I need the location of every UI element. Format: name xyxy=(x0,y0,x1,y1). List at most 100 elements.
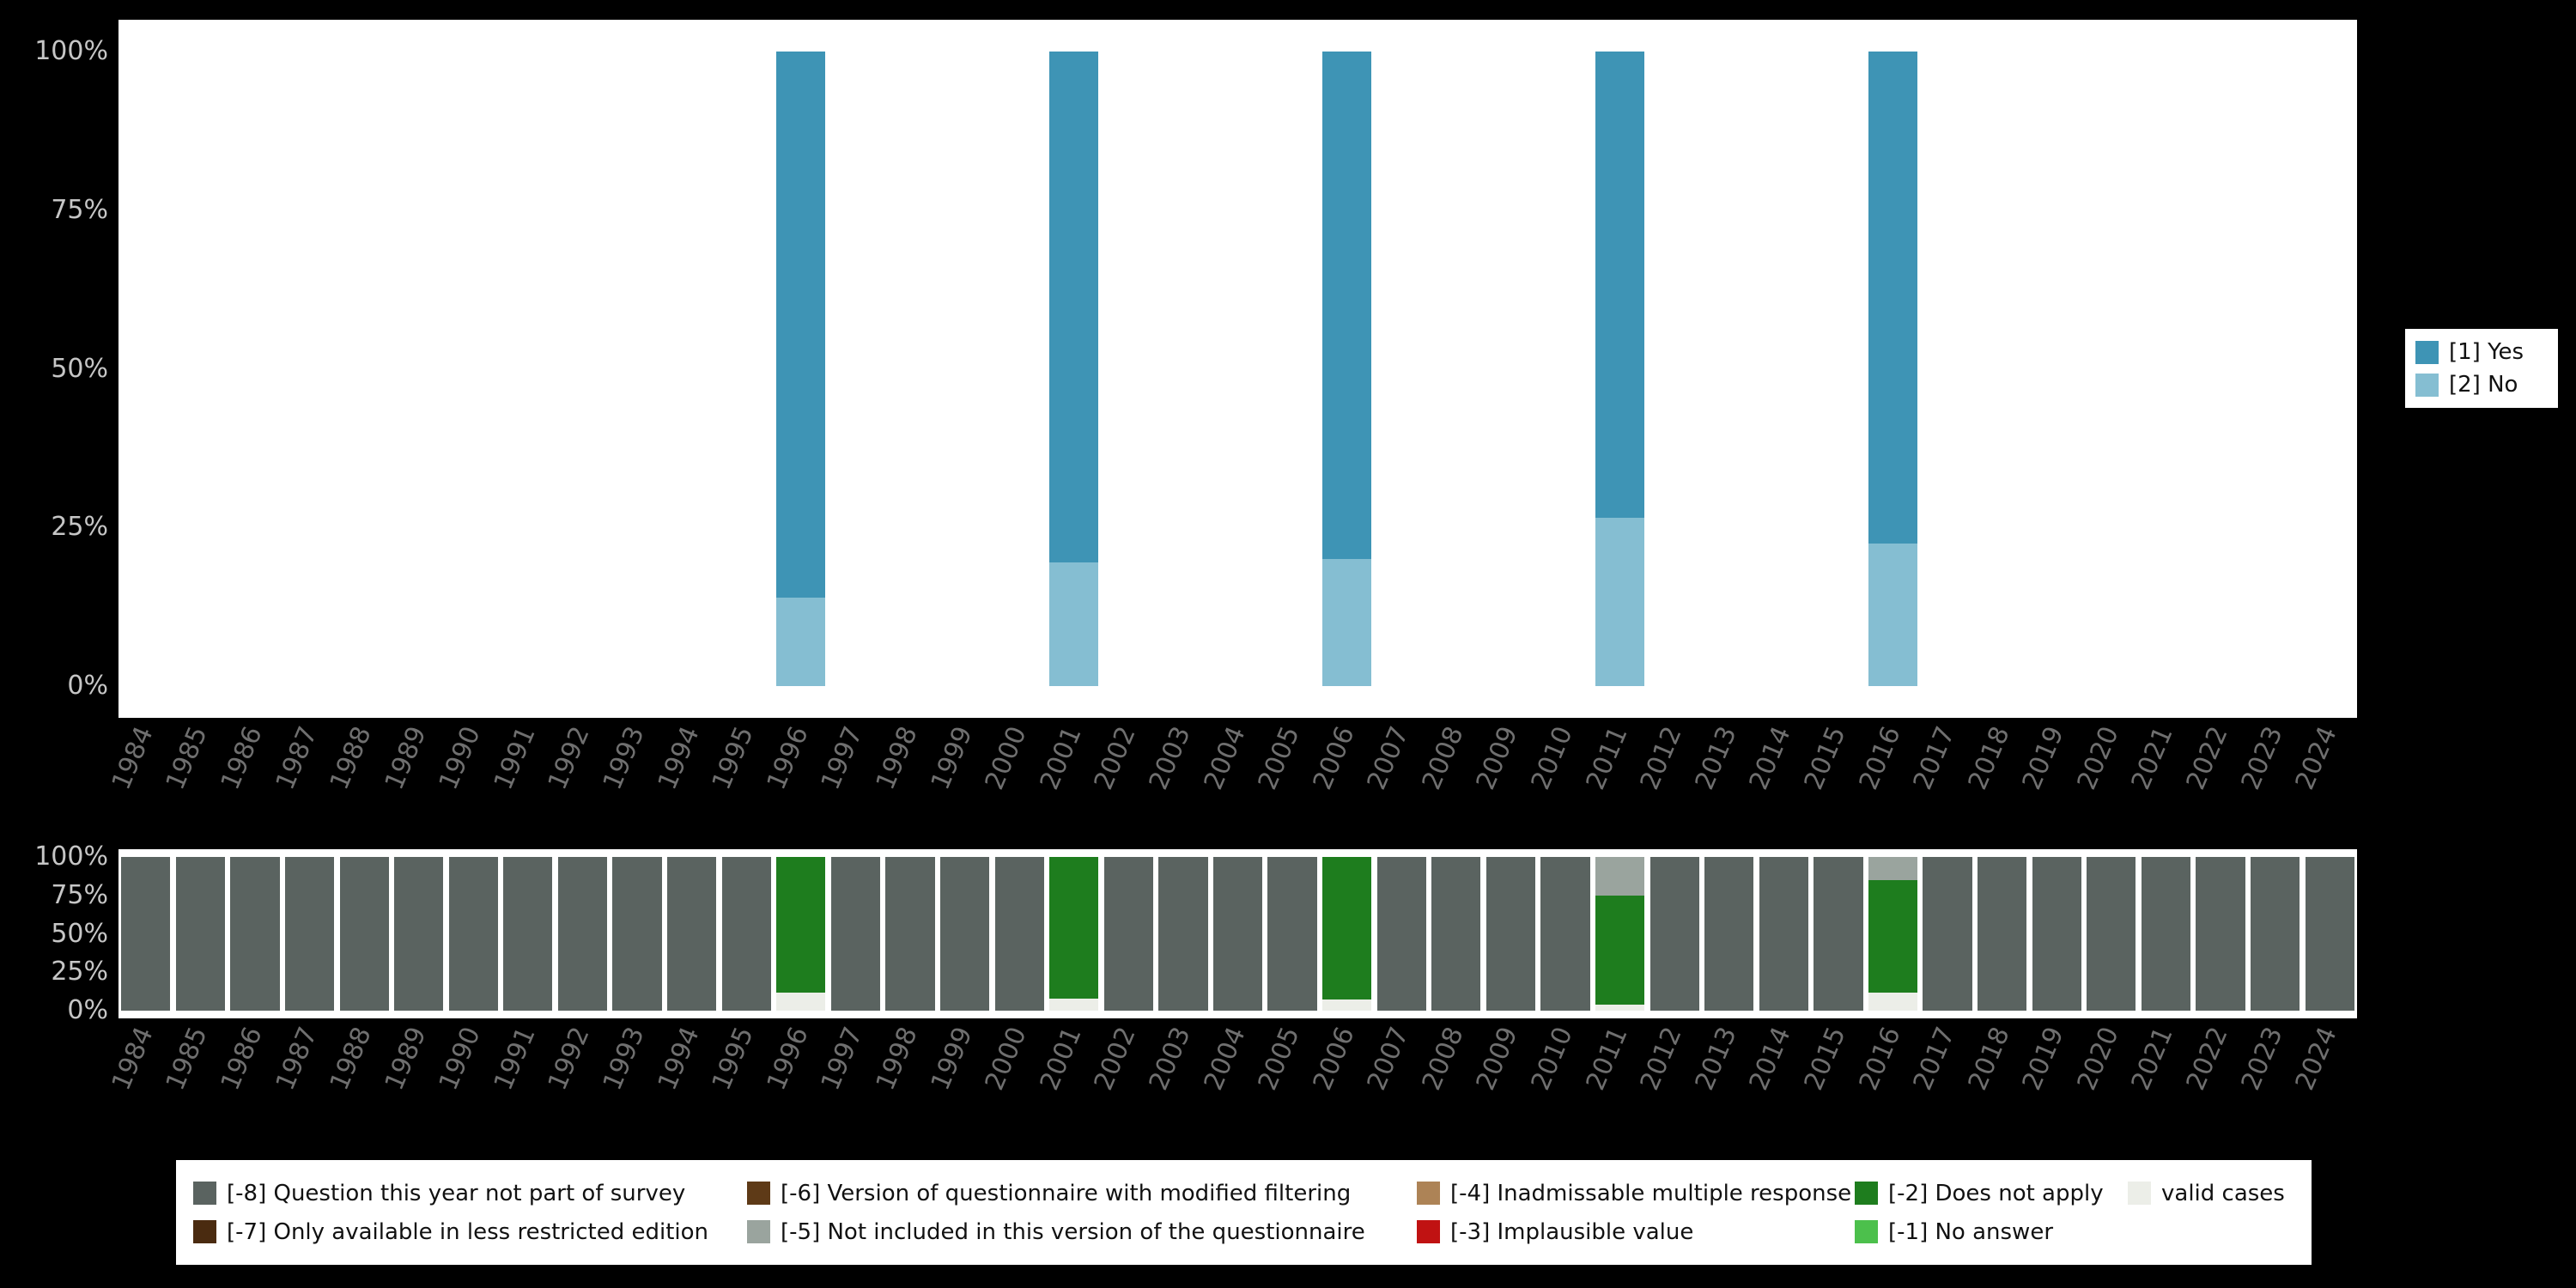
y-tick-label: 50% xyxy=(51,353,108,384)
y-tick-label: 0% xyxy=(67,671,108,701)
legend-item: [-7] Only available in less restricted e… xyxy=(193,1219,747,1245)
bar-segment xyxy=(230,857,280,1011)
bar-segment xyxy=(557,857,608,1011)
bar-segment xyxy=(1485,857,1536,1011)
bar-segment xyxy=(1431,857,1481,1011)
bar-segment xyxy=(1978,857,2027,1011)
bar-segment xyxy=(1322,857,1372,1000)
legend-label: valid cases xyxy=(2161,1180,2285,1206)
bar-segment xyxy=(721,857,771,1011)
legend-label: [-6] Version of questionnaire with modif… xyxy=(781,1180,1352,1206)
legend-swatch xyxy=(747,1220,770,1243)
legend-label: [-4] Inadmissable multiple response xyxy=(1450,1180,1852,1206)
legend-swatch xyxy=(193,1182,216,1205)
bar-segment xyxy=(1868,52,1918,544)
bar-segment xyxy=(448,857,498,1011)
bar-segment xyxy=(1158,857,1208,1011)
legend-swatch xyxy=(2128,1182,2151,1205)
bar-segment xyxy=(1868,857,1918,880)
y-tick-label: 25% xyxy=(51,512,108,543)
bar-segment xyxy=(667,857,717,1011)
legend-label: [-3] Implausible value xyxy=(1450,1218,1694,1245)
bar-segment xyxy=(2087,857,2136,1011)
bar-segment xyxy=(994,857,1044,1011)
bar-segment xyxy=(2251,857,2300,1011)
bar-segment xyxy=(1868,992,1918,1011)
bar-segment xyxy=(1322,52,1372,560)
bar-segment xyxy=(394,857,444,1011)
missing-codes-legend: [-8] Question this year not part of surv… xyxy=(176,1160,2312,1265)
bar-segment xyxy=(1540,857,1590,1011)
bar-segment xyxy=(2032,857,2081,1011)
legend-item: [-1] No answer xyxy=(1855,1219,2128,1245)
bar-segment xyxy=(1595,857,1645,896)
y-tick-label: 25% xyxy=(51,957,108,987)
bar-segment xyxy=(1704,857,1754,1011)
legend-swatch xyxy=(1417,1182,1440,1205)
y-tick-label: 75% xyxy=(51,879,108,910)
bar-segment xyxy=(776,857,826,993)
y-tick-label: 75% xyxy=(51,194,108,225)
bar-segment xyxy=(1595,1004,1645,1011)
legend-item: [-4] Inadmissable multiple response xyxy=(1417,1181,1855,1206)
bar-segment xyxy=(1049,998,1099,1011)
bar-segment xyxy=(503,857,553,1011)
bar-segment xyxy=(1049,562,1099,686)
y-tick-label: 50% xyxy=(51,918,108,949)
bar-segment xyxy=(885,857,935,1011)
bar-segment xyxy=(776,597,826,686)
legend-label: [-2] Does not apply xyxy=(1888,1180,2104,1206)
legend-swatch xyxy=(2415,373,2439,397)
bar-segment xyxy=(1267,857,1317,1011)
legend-item: [-5] Not included in this version of the… xyxy=(747,1219,1417,1245)
legend-item: [-3] Implausible value xyxy=(1417,1219,1855,1245)
bar-segment xyxy=(1868,543,1918,686)
bar-segment xyxy=(339,857,389,1011)
y-tick-label: 100% xyxy=(34,36,108,66)
response-legend: [1] Yes [2] No xyxy=(2405,329,2558,408)
bar-segment xyxy=(2305,857,2354,1011)
legend-swatch xyxy=(193,1220,216,1243)
legend-label: [-5] Not included in this version of the… xyxy=(781,1218,1365,1245)
legend-label: [-1] No answer xyxy=(1888,1218,2054,1245)
bar-segment xyxy=(2141,857,2191,1011)
bar-segment xyxy=(1595,52,1645,519)
legend-label: [-8] Question this year not part of surv… xyxy=(227,1180,686,1206)
legend-swatch xyxy=(1855,1220,1878,1243)
bar-segment xyxy=(776,992,826,1011)
legend-swatch xyxy=(1855,1182,1878,1205)
bar-segment xyxy=(1923,857,1972,1011)
legend-swatch xyxy=(2415,340,2439,364)
bar-segment xyxy=(2196,857,2245,1011)
bar-segment xyxy=(1212,857,1263,1011)
legend-item: [2] No xyxy=(2415,372,2558,398)
y-tick-label: 0% xyxy=(67,995,108,1025)
legend-label: [-7] Only available in less restricted e… xyxy=(227,1218,709,1245)
bar-segment xyxy=(121,857,171,1011)
bar-segment xyxy=(776,52,826,598)
bar-segment xyxy=(612,857,662,1011)
y-tick-label: 100% xyxy=(34,841,108,872)
legend-label: [2] No xyxy=(2449,372,2518,398)
bar-segment xyxy=(1322,999,1372,1011)
bar-segment xyxy=(1595,518,1645,686)
bar-segment xyxy=(1376,857,1426,1011)
legend-item: [-8] Question this year not part of surv… xyxy=(193,1181,747,1206)
bar-segment xyxy=(175,857,225,1011)
legend-item: valid cases xyxy=(2128,1181,2294,1206)
bottom-plot-area xyxy=(118,849,2357,1018)
bar-segment xyxy=(830,857,880,1011)
legend-item: [1] Yes xyxy=(2415,339,2558,365)
bar-segment xyxy=(939,857,990,1011)
legend-item: [-6] Version of questionnaire with modif… xyxy=(747,1181,1417,1206)
bar-segment xyxy=(1103,857,1153,1011)
legend-label: [1] Yes xyxy=(2449,339,2524,365)
top-plot-area xyxy=(118,20,2357,718)
x-tick-label: 1984 xyxy=(106,1022,160,1095)
bar-segment xyxy=(1868,879,1918,993)
bar-segment xyxy=(1595,895,1645,1005)
bar-segment xyxy=(1322,559,1372,686)
bar-segment xyxy=(1649,857,1699,1011)
legend-swatch xyxy=(1417,1220,1440,1243)
